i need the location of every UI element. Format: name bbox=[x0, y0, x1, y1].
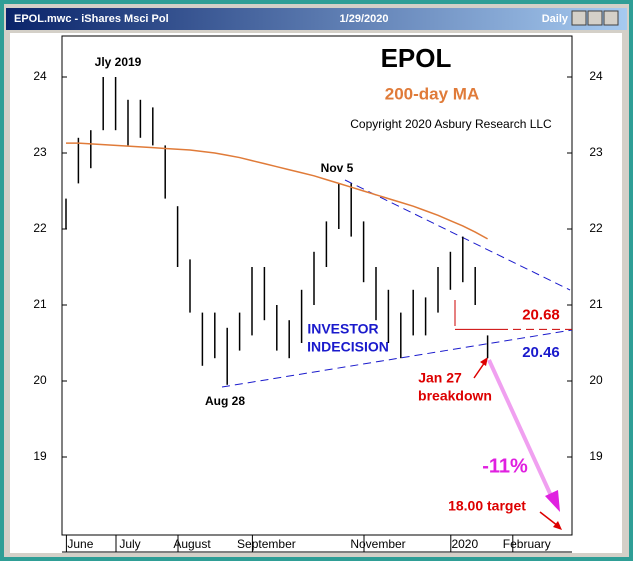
y-tick-label: 22 bbox=[33, 221, 47, 235]
legend-ma: 200-day MA bbox=[385, 84, 479, 103]
y-tick-label-right: 21 bbox=[589, 297, 603, 311]
arrowhead bbox=[545, 490, 560, 512]
chart-bg bbox=[10, 33, 622, 553]
y-tick-label: 24 bbox=[33, 69, 47, 83]
x-tick-label: September bbox=[237, 537, 296, 551]
x-tick-label: 2020 bbox=[451, 537, 478, 551]
annotation: 18.00 target bbox=[448, 498, 526, 514]
x-tick-label: August bbox=[173, 537, 211, 551]
y-tick-label-right: 20 bbox=[589, 373, 603, 387]
y-tick-label: 23 bbox=[33, 145, 47, 159]
trendline bbox=[344, 179, 571, 291]
annotation: Aug 28 bbox=[205, 394, 245, 408]
y-tick-label: 20 bbox=[33, 373, 47, 387]
copyright: Copyright 2020 Asbury Research LLC bbox=[350, 117, 552, 131]
trendline bbox=[221, 329, 573, 388]
y-tick-label: 19 bbox=[33, 449, 47, 463]
y-tick-label-right: 24 bbox=[589, 69, 603, 83]
minimize-button[interactable] bbox=[571, 10, 587, 26]
pointer bbox=[473, 361, 486, 379]
x-tick-label: November bbox=[350, 537, 405, 551]
arrowhead bbox=[553, 521, 562, 530]
x-tick-label: July bbox=[119, 537, 140, 551]
annotation: INVESTOR bbox=[307, 321, 378, 337]
y-tick-label: 21 bbox=[33, 297, 47, 311]
window-date: 1/29/2020 bbox=[340, 13, 389, 25]
window-period: Daily bbox=[542, 13, 569, 25]
projection-arrow bbox=[487, 359, 555, 501]
arrowhead bbox=[480, 357, 488, 366]
title-bar bbox=[6, 8, 627, 30]
level-label: 20.46 bbox=[522, 344, 560, 361]
maximize-button[interactable] bbox=[587, 10, 603, 26]
y-tick-label-right: 22 bbox=[589, 221, 603, 235]
level-label: 20.68 bbox=[522, 306, 560, 323]
pointer bbox=[539, 511, 559, 527]
close-button[interactable] bbox=[603, 10, 619, 26]
annotation: Jan 27 bbox=[418, 370, 462, 386]
annotation: -11% bbox=[482, 455, 528, 477]
annotation: INDECISION bbox=[307, 339, 389, 355]
annotation: breakdown bbox=[418, 388, 492, 404]
y-tick-label-right: 23 bbox=[589, 145, 603, 159]
window-title: EPOL.mwc - iShares Msci Pol bbox=[14, 13, 169, 25]
x-tick-label: June bbox=[67, 537, 93, 551]
plot-frame bbox=[61, 35, 573, 536]
x-tick-label: February bbox=[503, 537, 551, 551]
annotation: Jly 2019 bbox=[95, 55, 142, 69]
chart-title: EPOL bbox=[381, 43, 452, 73]
ma-line bbox=[66, 142, 488, 240]
annotation: Nov 5 bbox=[321, 161, 354, 175]
y-tick-label-right: 19 bbox=[589, 449, 603, 463]
